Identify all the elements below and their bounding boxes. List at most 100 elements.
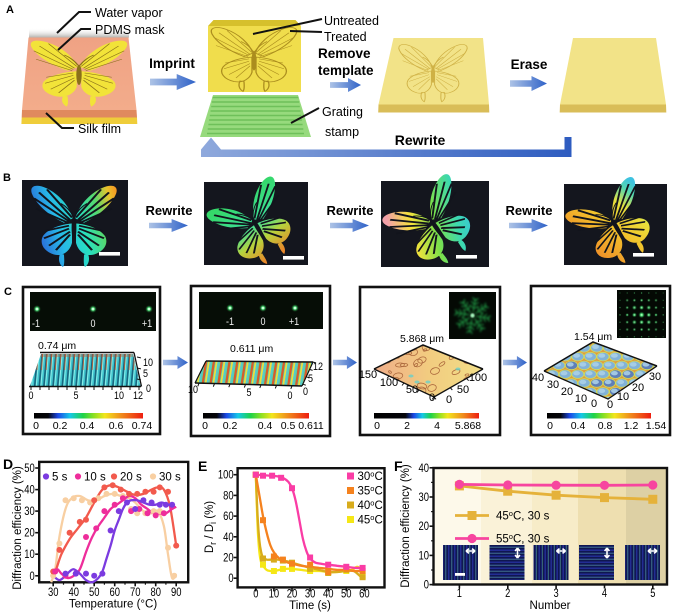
svg-text:template: template	[318, 63, 374, 78]
svg-text:0: 0	[253, 589, 258, 601]
svg-text:Diffraction efficiency (%): Diffraction efficiency (%)	[400, 464, 412, 588]
svg-text:30: 30	[419, 492, 430, 504]
svg-text:150: 150	[359, 369, 377, 381]
svg-text:Number: Number	[530, 600, 571, 612]
svg-text:0: 0	[29, 390, 34, 402]
svg-text:0: 0	[547, 420, 553, 432]
svg-text:Treated: Treated	[324, 30, 367, 44]
svg-text:0.6: 0.6	[109, 420, 124, 432]
svg-text:3: 3	[554, 588, 559, 600]
svg-text:55oC, 30 s: 55oC, 30 s	[496, 532, 550, 546]
svg-text:0.4: 0.4	[258, 420, 273, 432]
svg-text:2: 2	[404, 420, 410, 432]
svg-text:10: 10	[269, 589, 280, 601]
svg-text:50: 50	[457, 384, 469, 396]
svg-text:30: 30	[547, 379, 559, 391]
svg-text:10: 10	[114, 390, 124, 402]
svg-text:2: 2	[505, 588, 510, 600]
svg-text:60: 60	[359, 589, 370, 601]
svg-text:E: E	[198, 458, 207, 474]
svg-text:5: 5	[74, 390, 79, 402]
svg-text:Time (s): Time (s)	[289, 600, 331, 612]
svg-text:1.54 μm: 1.54 μm	[574, 331, 612, 343]
svg-text:PDMS mask: PDMS mask	[95, 23, 165, 37]
svg-text:0.611: 0.611	[298, 420, 324, 432]
svg-text:10: 10	[188, 384, 198, 396]
svg-text:0.4: 0.4	[571, 420, 586, 432]
svg-text:Grating: Grating	[322, 105, 363, 119]
svg-text:50: 50	[24, 463, 35, 475]
svg-text:20: 20	[24, 528, 35, 540]
svg-text:40: 40	[532, 372, 544, 384]
svg-text:0: 0	[288, 390, 293, 402]
svg-text:Imprint: Imprint	[149, 56, 195, 71]
svg-text:4: 4	[602, 588, 608, 600]
svg-text:40: 40	[24, 485, 35, 497]
svg-text:40: 40	[223, 532, 234, 544]
svg-text:1: 1	[457, 588, 462, 600]
svg-text:20 s: 20 s	[120, 472, 142, 484]
svg-text:40: 40	[68, 587, 79, 599]
svg-text:5 s: 5 s	[52, 472, 68, 484]
svg-text:60: 60	[223, 511, 234, 523]
svg-text:Water vapor: Water vapor	[95, 6, 163, 20]
svg-text:35oC: 35oC	[358, 484, 383, 498]
svg-text:10: 10	[575, 393, 587, 405]
svg-text:Silk film: Silk film	[78, 122, 121, 136]
svg-text:60: 60	[109, 587, 120, 599]
svg-text:0: 0	[303, 386, 308, 398]
svg-text:50: 50	[341, 589, 352, 601]
svg-text:Rewrite: Rewrite	[146, 203, 193, 218]
svg-text:0: 0	[33, 420, 39, 432]
svg-text:12: 12	[313, 361, 323, 373]
svg-text:45oC: 45oC	[358, 513, 383, 527]
svg-text:10: 10	[419, 550, 430, 562]
svg-text:0.2: 0.2	[223, 420, 238, 432]
svg-text:0.5: 0.5	[281, 420, 296, 432]
svg-text:1.54: 1.54	[646, 420, 667, 432]
svg-text:0: 0	[202, 420, 208, 432]
svg-text:5: 5	[247, 387, 252, 399]
svg-text:0: 0	[429, 392, 435, 404]
svg-text:45oC, 30 s: 45oC, 30 s	[496, 509, 550, 523]
svg-text:0: 0	[261, 316, 266, 328]
svg-text:0.74 μm: 0.74 μm	[38, 340, 76, 352]
svg-text:-1: -1	[32, 318, 40, 330]
svg-text:80: 80	[150, 587, 161, 599]
svg-text:40: 40	[419, 463, 430, 475]
svg-text:100: 100	[469, 372, 487, 384]
svg-text:10: 10	[617, 391, 629, 403]
svg-text:Diffraction efficiency (%): Diffraction efficiency (%)	[12, 466, 24, 590]
svg-text:20: 20	[287, 589, 298, 601]
svg-text:0.2: 0.2	[53, 420, 68, 432]
svg-text:0.74: 0.74	[132, 420, 153, 432]
svg-text:0: 0	[424, 580, 429, 592]
svg-text:12: 12	[133, 390, 143, 402]
svg-text:C: C	[4, 286, 12, 298]
svg-text:Remove: Remove	[318, 46, 371, 61]
svg-text:30: 30	[48, 587, 59, 599]
svg-text:80: 80	[223, 490, 234, 502]
svg-text:Dr / Di (%): Dr / Di (%)	[204, 501, 218, 553]
svg-text:0.4: 0.4	[80, 420, 95, 432]
svg-text:5: 5	[308, 373, 313, 385]
svg-text:100: 100	[380, 377, 398, 389]
svg-text:20: 20	[561, 386, 573, 398]
svg-text:30: 30	[649, 371, 661, 383]
svg-text:Rewrite: Rewrite	[506, 203, 553, 218]
svg-text:+1: +1	[142, 318, 152, 330]
svg-text:5.868 μm: 5.868 μm	[400, 333, 444, 345]
svg-text:Temperature (°C): Temperature (°C)	[69, 599, 157, 611]
svg-text:0.8: 0.8	[598, 420, 613, 432]
svg-text:30: 30	[305, 589, 316, 601]
svg-text:0: 0	[228, 573, 233, 585]
svg-text:F: F	[394, 458, 403, 474]
svg-text:1.2: 1.2	[624, 420, 639, 432]
svg-text:10 s: 10 s	[84, 472, 106, 484]
svg-text:0: 0	[30, 571, 35, 583]
svg-text:stamp: stamp	[325, 125, 359, 139]
svg-text:20: 20	[419, 521, 430, 533]
svg-text:70: 70	[130, 587, 141, 599]
svg-text:0: 0	[607, 399, 613, 411]
svg-text:D: D	[3, 456, 13, 472]
